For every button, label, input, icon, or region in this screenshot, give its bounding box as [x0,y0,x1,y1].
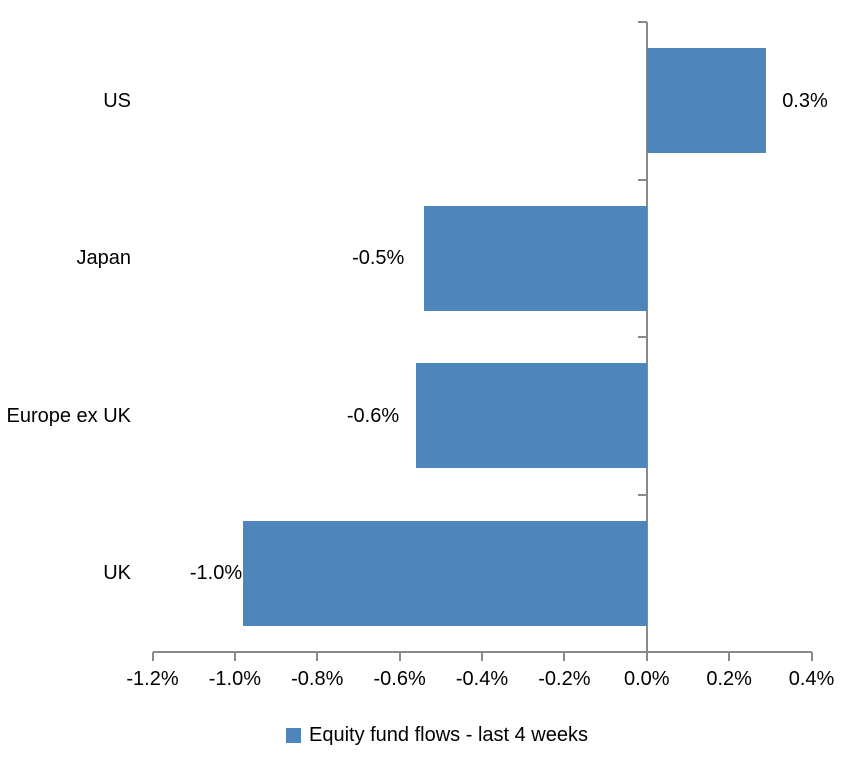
data-label-japan: -0.5% [352,247,405,270]
x-axis-tick [481,652,483,661]
bar-uk [243,520,647,626]
data-label-us: 0.3% [782,89,828,112]
category-axis-tick [637,178,647,181]
category-axis-tick [637,493,647,496]
x-axis-tick-label: -0.8% [291,668,344,690]
category-label-japan: Japan [76,247,132,270]
x-axis-tick [645,652,648,661]
x-axis-tick-label: -1.0% [208,668,261,690]
category-axis-tick [637,21,647,23]
x-axis-tick-label: -0.4% [455,668,509,690]
x-axis-tick [316,652,319,661]
x-axis-tick [233,652,236,661]
x-axis-tick [151,652,154,661]
bar-us [646,48,767,154]
data-label-uk: -1.0% [189,562,243,585]
x-axis-tick [810,652,813,661]
data-label-europe-ex-uk: -0.6% [346,404,400,427]
x-axis-tick [728,652,731,661]
x-axis-tick-label: 0.4% [788,668,835,690]
x-axis-tick [563,652,566,661]
x-axis-tick-label: -0.6% [373,668,426,690]
legend-label: Equity fund flows - last 4 weeks [308,723,588,746]
category-axis-tick [637,336,647,338]
x-axis-tick-label: -0.2% [538,668,591,690]
category-label-europe-ex-uk: Europe ex UK [6,404,131,427]
category-label-us: US [103,89,131,112]
bar-japan [424,205,647,311]
category-label-uk: UK [103,562,131,585]
x-axis-tick-label: 0.0% [623,668,670,690]
zero-axis-line [645,22,648,652]
legend-swatch-icon [285,727,301,743]
x-axis-tick [398,652,401,661]
legend: Equity fund flows - last 4 weeks [11,721,852,749]
x-axis-tick-label: -1.2% [126,668,179,690]
bar-europe-ex-uk [416,363,647,469]
x-axis-tick-label: 0.2% [706,668,752,690]
